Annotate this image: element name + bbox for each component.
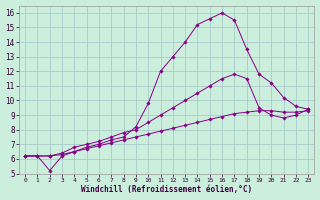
X-axis label: Windchill (Refroidissement éolien,°C): Windchill (Refroidissement éolien,°C) bbox=[81, 185, 252, 194]
